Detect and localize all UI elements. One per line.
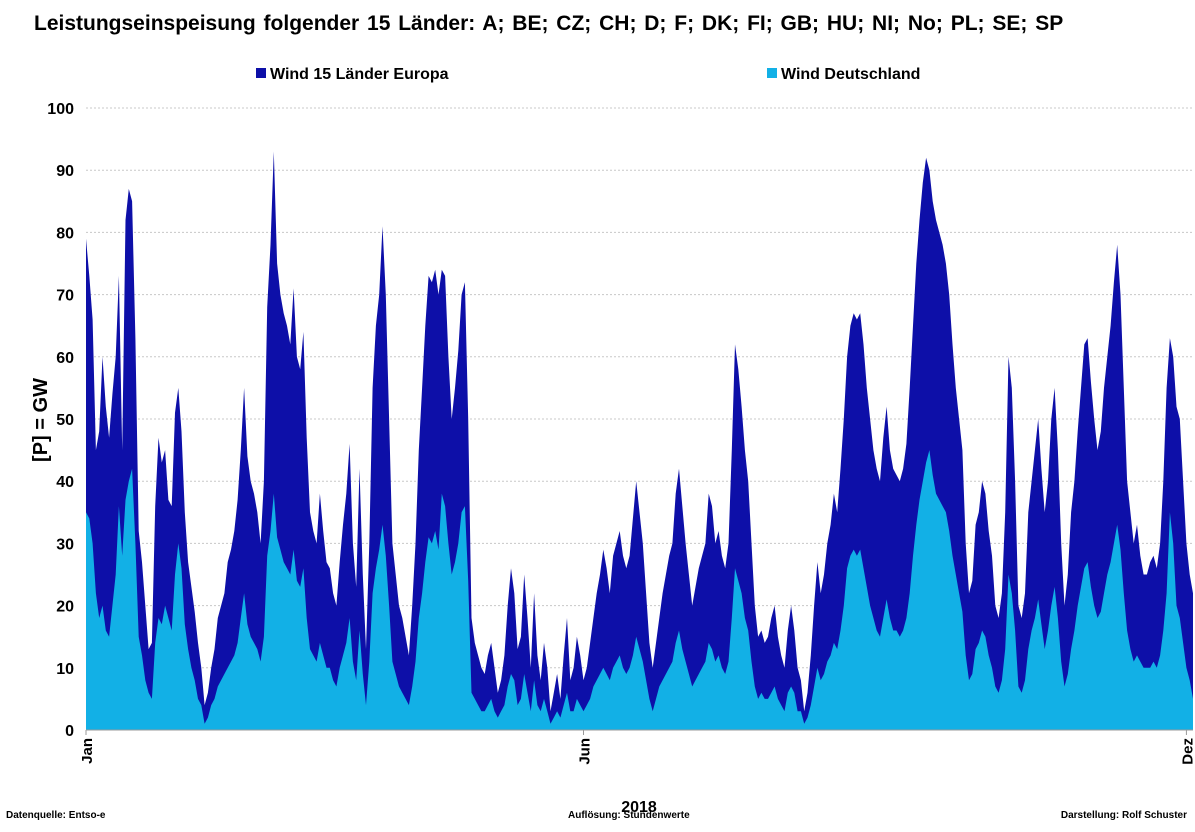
legend-item-deutschland: Wind Deutschland <box>767 66 920 84</box>
footer-source: Datenquelle: Entso-e <box>6 810 106 821</box>
footer-resolution: Auflösung: Stundenwerte <box>568 810 690 821</box>
legend-swatch-deutschland <box>767 68 777 78</box>
footer-author: Darstellung: Rolf Schuster <box>1060 810 1187 821</box>
x-axis: Jan Jun Dez <box>79 729 1195 765</box>
plot-areas <box>86 151 1193 730</box>
area-wind-deutschland <box>86 450 1193 730</box>
y-tick-label-20: 20 <box>56 599 74 616</box>
legend-label-deutschland: Wind Deutschland <box>781 66 921 83</box>
y-tick-label-90: 90 <box>56 163 74 180</box>
y-tick-label-100: 100 <box>47 101 74 118</box>
x-axis-label: 2018 <box>621 799 657 816</box>
y-tick-label-60: 60 <box>56 350 74 367</box>
chart-title: Leistungseinspeisung folgender 15 Länder… <box>34 12 1064 35</box>
y-axis-label: [P] = GW <box>30 378 52 462</box>
y-tick-label-40: 40 <box>56 474 74 491</box>
legend-item-europa: Wind 15 Länder Europa <box>256 66 449 84</box>
y-tick-label-50: 50 <box>56 412 74 429</box>
y-tick-label-10: 10 <box>56 661 74 678</box>
y-tick-label-0: 0 <box>65 723 74 740</box>
legend-label-europa: Wind 15 Länder Europa <box>270 66 449 83</box>
x-tick-label-Dez: Dez <box>1179 738 1195 765</box>
y-tick-label-30: 30 <box>56 536 74 553</box>
legend-swatch-europa <box>256 68 266 78</box>
y-axis: 0 10 20 30 40 50 60 70 80 90 100 <box>47 101 74 740</box>
x-tick-label-Jan: Jan <box>79 738 96 764</box>
y-tick-label-80: 80 <box>56 225 74 242</box>
y-tick-label-70: 70 <box>56 288 74 305</box>
x-tick-label-Jun: Jun <box>576 738 593 765</box>
